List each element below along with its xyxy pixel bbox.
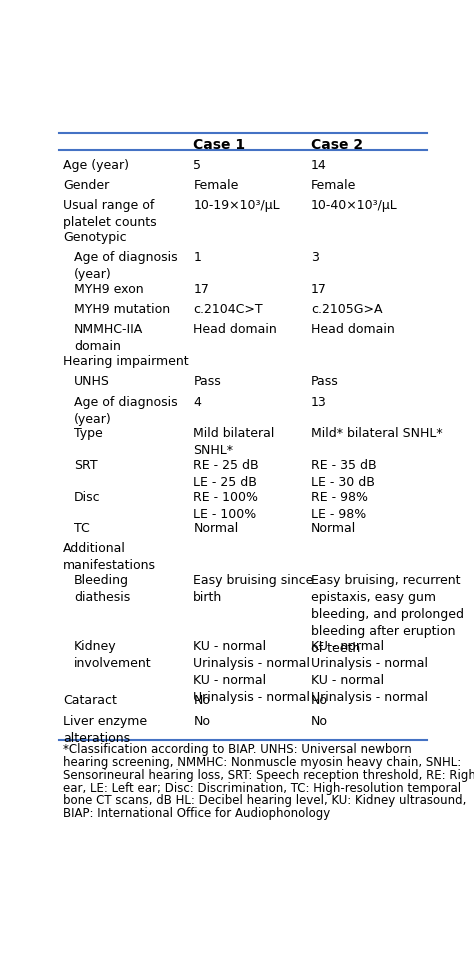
Text: MYH9 exon: MYH9 exon <box>74 283 144 296</box>
Text: MYH9 mutation: MYH9 mutation <box>74 303 170 316</box>
Text: Case 1: Case 1 <box>193 139 246 152</box>
Text: Pass: Pass <box>311 376 338 388</box>
Text: hearing screening, NMMHC: Nonmuscle myosin heavy chain, SNHL:: hearing screening, NMMHC: Nonmuscle myos… <box>63 756 461 769</box>
Text: 14: 14 <box>311 159 327 172</box>
Text: ear, LE: Left ear; Disc: Discrimination, TC: High-resolution temporal: ear, LE: Left ear; Disc: Discrimination,… <box>63 781 461 794</box>
Text: Female: Female <box>193 179 239 192</box>
Text: Sensorineural hearing loss, SRT: Speech reception threshold, RE: Right: Sensorineural hearing loss, SRT: Speech … <box>63 769 474 782</box>
Text: Additional
manifestations: Additional manifestations <box>63 542 156 573</box>
Text: 13: 13 <box>311 396 327 408</box>
Text: RE - 100%
LE - 100%: RE - 100% LE - 100% <box>193 490 258 520</box>
Text: 17: 17 <box>311 283 327 296</box>
Text: No: No <box>311 694 328 707</box>
Text: TC: TC <box>74 522 90 535</box>
Text: RE - 35 dB
LE - 30 dB: RE - 35 dB LE - 30 dB <box>311 459 376 489</box>
Text: KU - normal
Urinalysis - normal
KU - normal
Urinalysis - normal: KU - normal Urinalysis - normal KU - nor… <box>311 640 428 704</box>
Text: Female: Female <box>311 179 356 192</box>
Text: Mild* bilateral SNHL*: Mild* bilateral SNHL* <box>311 427 443 440</box>
Text: Usual range of
platelet counts: Usual range of platelet counts <box>63 200 156 229</box>
Text: c.2105G>A: c.2105G>A <box>311 303 383 316</box>
Text: Normal: Normal <box>311 522 356 535</box>
Text: bone CT scans, dB HL: Decibel hearing level, KU: Kidney ultrasound,: bone CT scans, dB HL: Decibel hearing le… <box>63 794 466 807</box>
Text: Pass: Pass <box>193 376 221 388</box>
Text: *Classification according to BIAP. UNHS: Universal newborn: *Classification according to BIAP. UNHS:… <box>63 744 412 756</box>
Text: No: No <box>193 694 210 707</box>
Text: NMMHC-IIA
domain: NMMHC-IIA domain <box>74 323 143 354</box>
Text: Normal: Normal <box>193 522 238 535</box>
Text: Type: Type <box>74 427 103 440</box>
Text: RE - 98%
LE - 98%: RE - 98% LE - 98% <box>311 490 368 520</box>
Text: Head domain: Head domain <box>193 323 277 337</box>
Text: Age of diagnosis
(year): Age of diagnosis (year) <box>74 251 178 281</box>
Text: 4: 4 <box>193 396 201 408</box>
Text: 10-40×10³/μL: 10-40×10³/μL <box>311 200 398 212</box>
Text: Liver enzyme
alterations: Liver enzyme alterations <box>63 715 147 745</box>
Text: Easy bruising, recurrent
epistaxis, easy gum
bleeding, and prolonged
bleeding af: Easy bruising, recurrent epistaxis, easy… <box>311 574 464 655</box>
Text: RE - 25 dB
LE - 25 dB: RE - 25 dB LE - 25 dB <box>193 459 259 489</box>
Text: Case 2: Case 2 <box>311 139 363 152</box>
Text: Head domain: Head domain <box>311 323 395 337</box>
Text: Genotypic: Genotypic <box>63 231 127 244</box>
Text: Bleeding
diathesis: Bleeding diathesis <box>74 574 130 604</box>
Text: 17: 17 <box>193 283 209 296</box>
Text: Age of diagnosis
(year): Age of diagnosis (year) <box>74 396 178 425</box>
Text: 10-19×10³/μL: 10-19×10³/μL <box>193 200 280 212</box>
Text: Age (year): Age (year) <box>63 159 129 172</box>
Text: Disc: Disc <box>74 490 100 504</box>
Text: Hearing impairment: Hearing impairment <box>63 355 189 368</box>
Text: BIAP: International Office for Audiophonology: BIAP: International Office for Audiophon… <box>63 807 330 820</box>
Text: Kidney
involvement: Kidney involvement <box>74 640 152 670</box>
Text: 3: 3 <box>311 251 319 264</box>
Text: 1: 1 <box>193 251 201 264</box>
Text: No: No <box>193 715 210 728</box>
Text: Cataract: Cataract <box>63 694 117 707</box>
Text: c.2104C>T: c.2104C>T <box>193 303 263 316</box>
Text: 5: 5 <box>193 159 201 172</box>
Text: Mild bilateral
SNHL*: Mild bilateral SNHL* <box>193 427 275 457</box>
Text: KU - normal
Urinalysis - normal
KU - normal
Urinalysis - normal: KU - normal Urinalysis - normal KU - nor… <box>193 640 310 704</box>
Text: No: No <box>311 715 328 728</box>
Text: SRT: SRT <box>74 459 98 472</box>
Text: UNHS: UNHS <box>74 376 110 388</box>
Text: Gender: Gender <box>63 179 109 192</box>
Text: Easy bruising since
birth: Easy bruising since birth <box>193 574 314 604</box>
